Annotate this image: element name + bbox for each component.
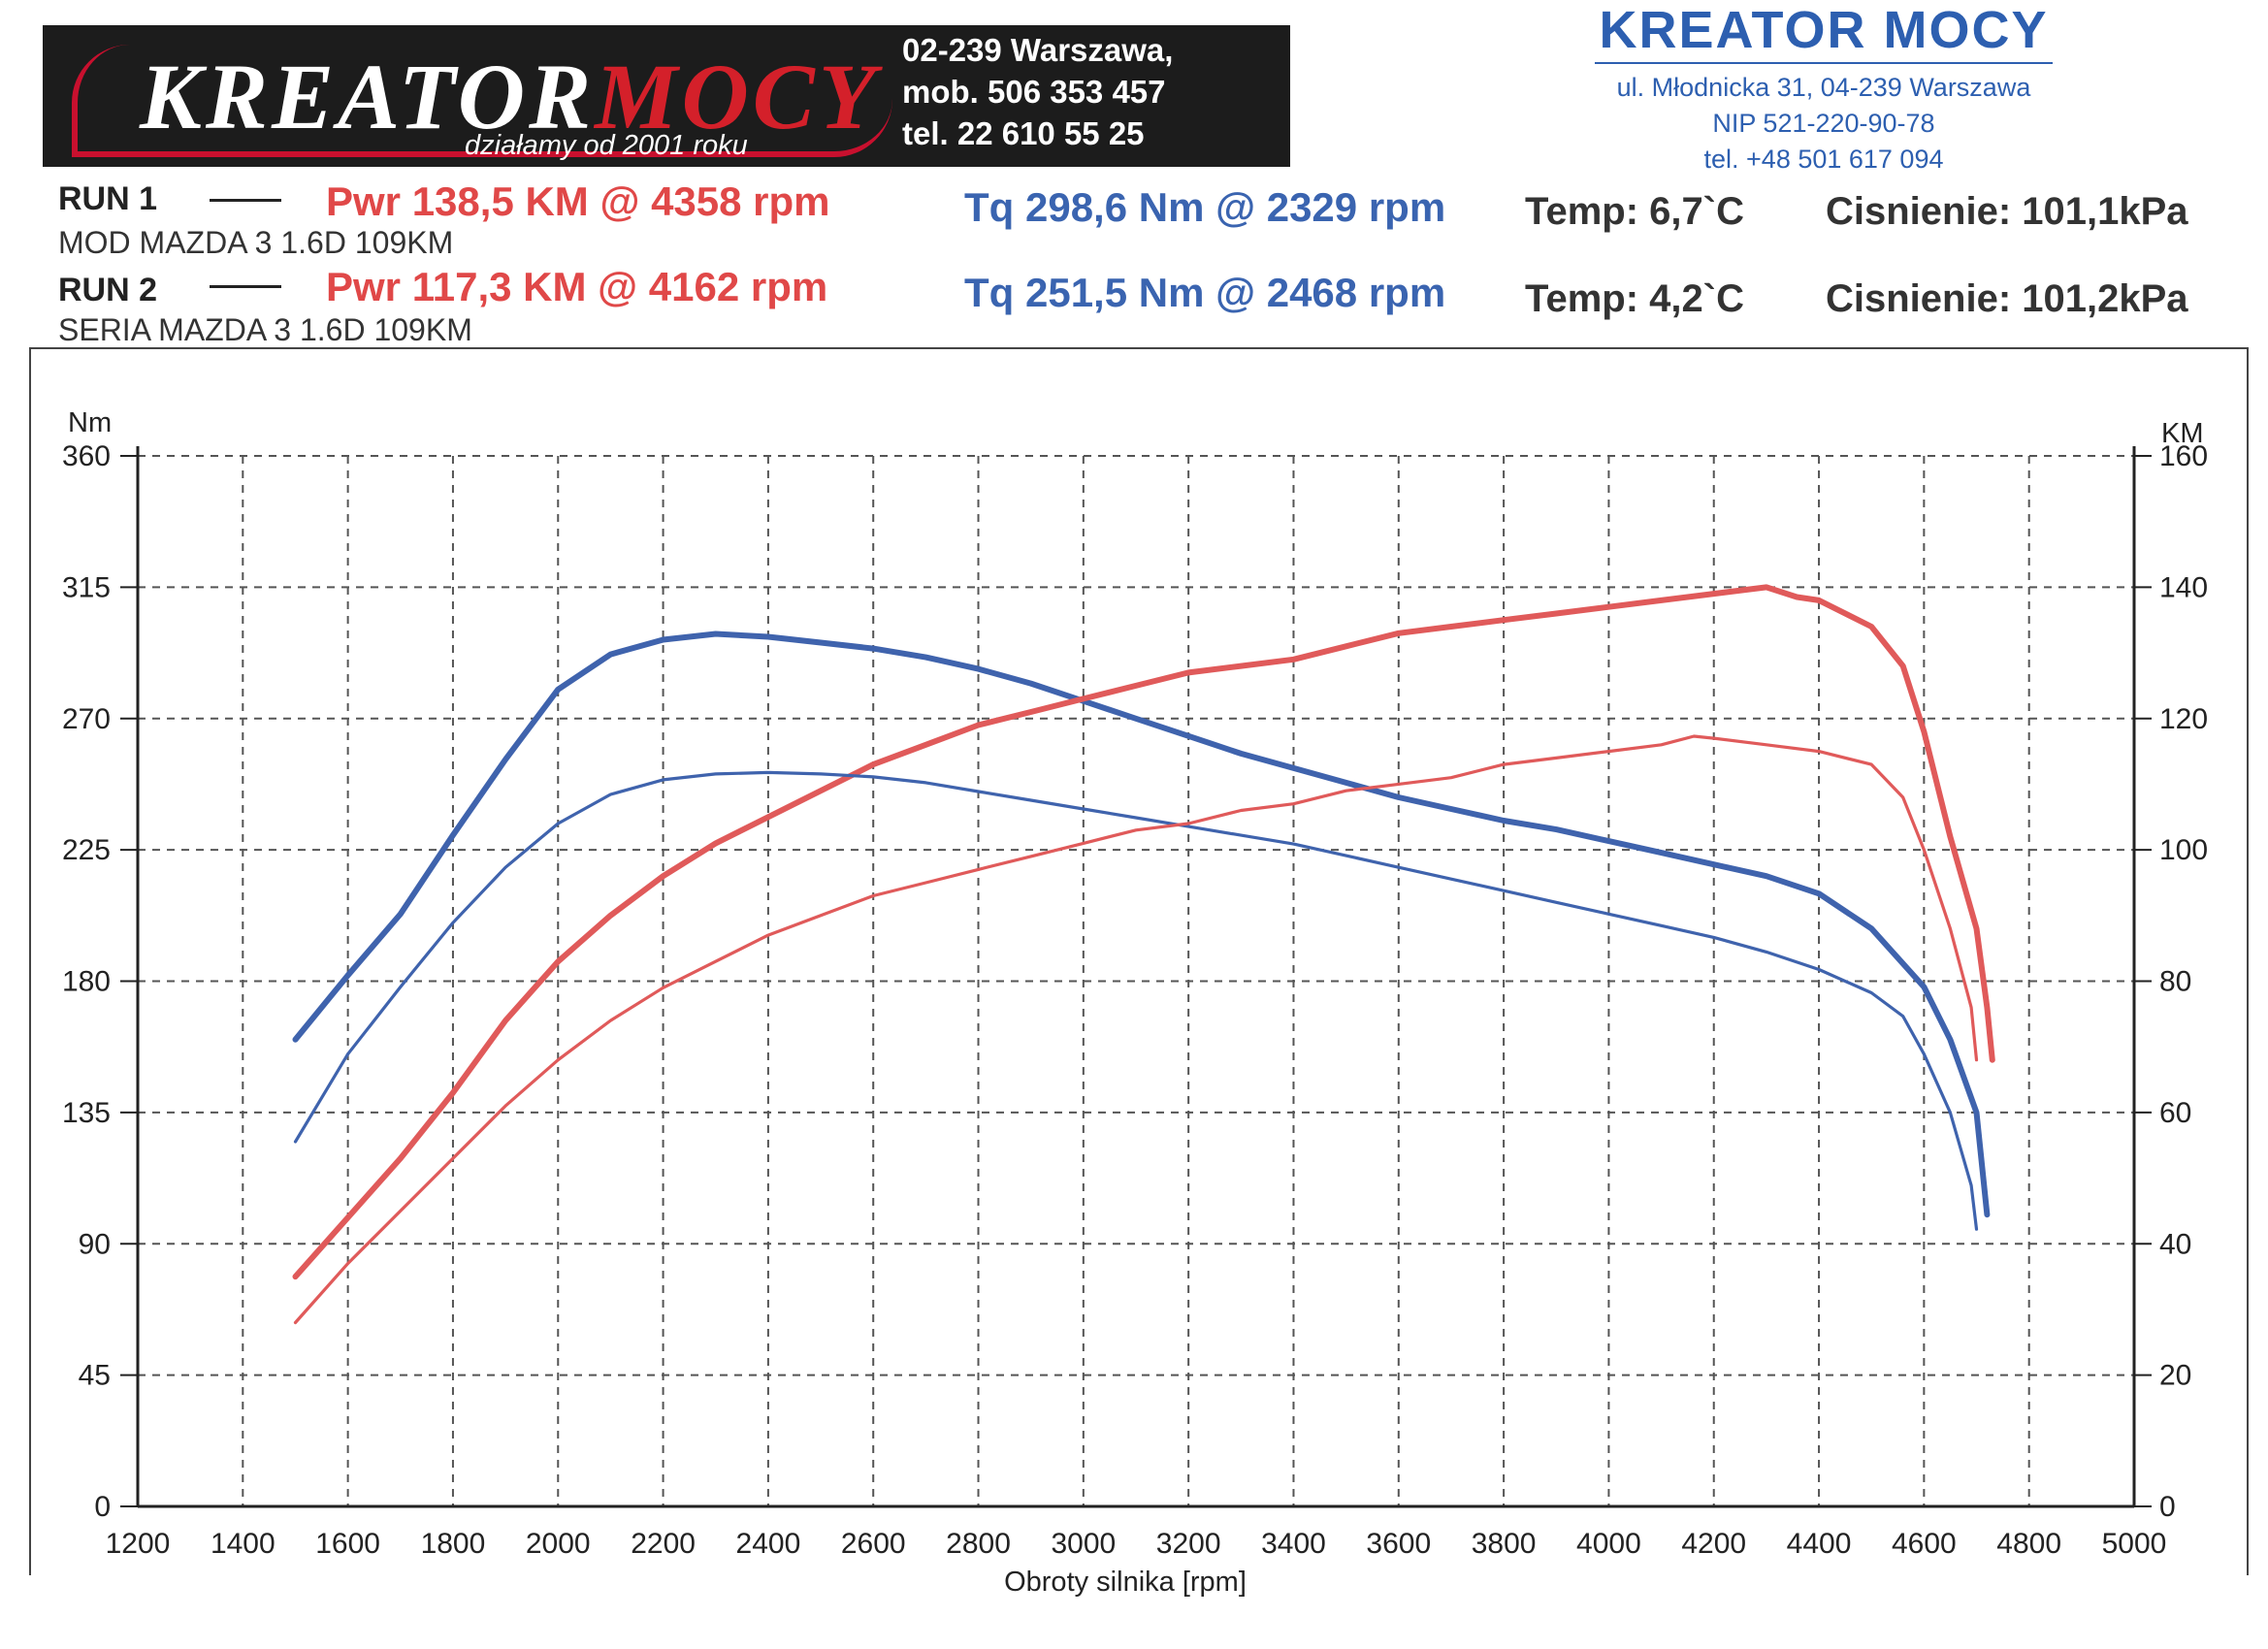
run2-torque-line (293, 770, 1979, 1231)
x-tick-label: 2800 (946, 1528, 1011, 1560)
stamp-title: KREATOR MOCY (1595, 0, 2053, 64)
y-right-tick-label: 40 (2159, 1228, 2191, 1260)
x-tick-label: 2400 (736, 1528, 801, 1560)
x-tick-label: 4800 (1996, 1528, 2061, 1560)
x-axis-label: Obroty silnika [rpm] (1004, 1567, 1247, 1598)
x-tick-label: 2000 (526, 1528, 591, 1560)
y-left-tick-label: 0 (94, 1491, 111, 1523)
y-right-tick-label: 60 (2159, 1097, 2191, 1129)
x-tick-label: 5000 (2102, 1528, 2167, 1560)
run2-description: SERIA MAZDA 3 1.6D 109KM (58, 312, 472, 347)
y-left-tick-label: 225 (62, 834, 111, 866)
run2-torque-peak: Tq 251,5 Nm @ 2468 rpm (964, 270, 1446, 315)
x-tick-label: 4600 (1892, 1528, 1957, 1560)
run2-label: RUN 2 (58, 272, 158, 308)
contact-info: 02-239 Warszawa, mob. 506 353 457 tel. 2… (902, 29, 1251, 154)
x-tick-label: 3800 (1472, 1528, 1537, 1560)
y-right-tick-label: 140 (2159, 571, 2208, 603)
stamp-nip: NIP 521-220-90-78 (1712, 109, 1935, 138)
y-left-tick-label: 360 (62, 440, 111, 472)
x-tick-label: 3600 (1366, 1528, 1431, 1560)
y-left-tick-label: 270 (62, 703, 111, 735)
stamp-address: ul. Młodnicka 31, 04-239 Warszawa (1616, 73, 2031, 102)
contact-line-phone: tel. 22 610 55 25 (902, 115, 1145, 151)
run1-label: RUN 1 (58, 180, 158, 217)
y-right-tick-label: 120 (2159, 703, 2208, 735)
x-tick-label: 2600 (841, 1528, 906, 1560)
x-tick-label: 4200 (1681, 1528, 1746, 1560)
logo-swoosh (72, 45, 892, 157)
logo-brand-part1: KREATOR (140, 45, 596, 148)
run1-pressure: Cisnienie: 101,1kPa (1826, 190, 2188, 233)
run2-power-peak: Pwr 117,3 KM @ 4162 rpm (326, 264, 828, 309)
run1-temperature: Temp: 6,7`C (1525, 190, 1744, 233)
y-right-tick-label: 160 (2159, 440, 2208, 472)
x-tick-label: 1800 (421, 1528, 486, 1560)
y-right-tick-label: 100 (2159, 834, 2208, 866)
run1-power-peak: Pwr 138,5 KM @ 4358 rpm (326, 178, 830, 224)
chart-grid (137, 455, 2135, 1507)
x-tick-label: 3000 (1051, 1528, 1116, 1560)
run1-torque-peak: Tq 298,6 Nm @ 2329 rpm (964, 184, 1446, 230)
run2-power-line (293, 734, 1979, 1325)
y-left-tick-label: 180 (62, 966, 111, 998)
contact-line-mobile: mob. 506 353 457 (902, 74, 1166, 110)
stamp-phone: tel. +48 501 617 094 (1703, 145, 1944, 174)
y-left-tick-label: 90 (79, 1228, 111, 1260)
x-tick-label: 1200 (106, 1528, 171, 1560)
y-left-tick-label: 135 (62, 1097, 111, 1129)
run2-temperature: Temp: 4,2`C (1525, 277, 1744, 320)
x-tick-label: 3400 (1261, 1528, 1326, 1560)
run2-legend-line (210, 285, 281, 288)
contact-line-city: 02-239 Warszawa, (902, 32, 1174, 68)
y-axis-right-label: KM (2161, 418, 2204, 449)
x-tick-label: 3200 (1156, 1528, 1221, 1560)
y-axis-left-label: Nm (68, 407, 112, 438)
y-right-tick-label: 0 (2159, 1491, 2176, 1523)
company-stamp: KREATOR MOCY ul. Młodnicka 31, 04-239 Wa… (1513, 0, 2134, 178)
chart-frame (29, 347, 2249, 1575)
x-tick-label: 4000 (1576, 1528, 1641, 1560)
y-right-tick-label: 80 (2159, 966, 2191, 998)
chart-series (292, 584, 1995, 1325)
run1-power-line (292, 584, 1995, 1280)
x-tick-label: 4400 (1787, 1528, 1852, 1560)
chart-axes: 1200 1400 1600 1800 2000 2200 2400 2600 2800 3000… (62, 440, 2208, 1560)
y-left-tick-label: 315 (62, 571, 111, 603)
y-left-tick-label: 45 (79, 1360, 111, 1392)
run2-pressure: Cisnienie: 101,2kPa (1826, 277, 2188, 320)
y-right-tick-label: 20 (2159, 1360, 2191, 1392)
run1-torque-line (292, 630, 1991, 1218)
logo-slogan: działamy od 2001 roku (465, 130, 748, 161)
logo-brand-part2: MOCY (595, 45, 880, 148)
run1-legend-line (210, 199, 281, 202)
x-tick-label: 1600 (315, 1528, 380, 1560)
logo: KREATORMOCY działamy od 2001 roku (43, 25, 1290, 167)
logo-brand: KREATORMOCY (140, 43, 879, 150)
x-tick-label: 2200 (631, 1528, 696, 1560)
x-tick-label: 1400 (211, 1528, 275, 1560)
run1-description: MOD MAZDA 3 1.6D 109KM (58, 225, 454, 260)
